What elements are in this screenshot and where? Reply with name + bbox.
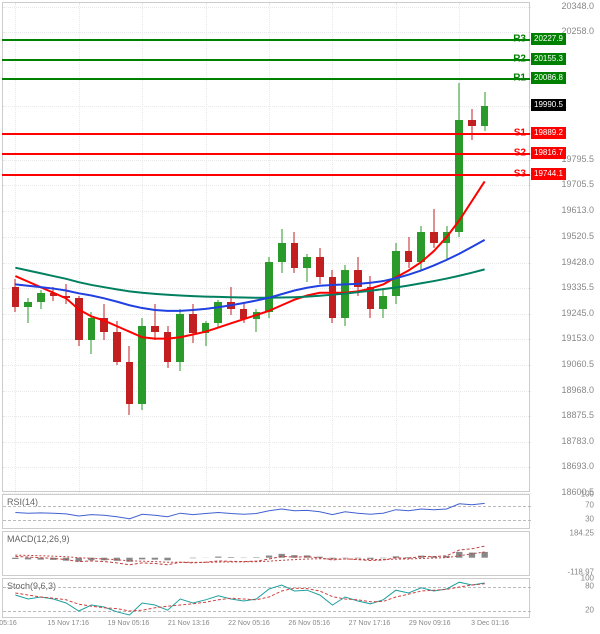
indicator-y-axis: 1008020 <box>530 578 598 618</box>
indicator-panel-rsi[interactable]: RSI(14) <box>2 494 530 529</box>
y-tick-label: 20258.0 <box>561 26 594 36</box>
indicator-panel-stoch[interactable]: Stoch(9,6,3) <box>2 578 530 618</box>
y-tick-label: 18968.0 <box>561 385 594 395</box>
y-tick-label: 19428.0 <box>561 257 594 267</box>
indicator-tick-label: 30 <box>585 514 594 523</box>
sr-price-tag-r3: 20227.9 <box>531 33 566 45</box>
sr-line-r1 <box>2 78 530 80</box>
current-price-tag: 19990.5 <box>531 99 566 111</box>
x-tick-label: 21 Nov 13:16 <box>168 620 210 627</box>
y-tick-label: 19705.5 <box>561 179 594 189</box>
y-tick-label: 18693.0 <box>561 461 594 471</box>
y-tick-label: 19520.5 <box>561 231 594 241</box>
indicator-y-axis: 184.25-118.97 <box>530 531 598 576</box>
y-tick-label: 19613.0 <box>561 205 594 215</box>
sr-label-r2: R2 <box>513 54 526 65</box>
x-axis: 05:16 15 Nov 17:16 19 Nov 05:16 21 Nov 13:1… <box>2 620 530 634</box>
sr-label-r3: R3 <box>513 34 526 45</box>
x-tick-label: 27 Nov 17:16 <box>349 620 391 627</box>
chart-root: 20348.0 20258.0 19795.5 19705.5 19613.0 19520… <box>0 0 600 634</box>
indicator-panel-macd[interactable]: MACD(12,26,9) <box>2 531 530 576</box>
sr-price-tag-s3: 19744.1 <box>531 168 566 180</box>
indicator-plot <box>3 495 531 530</box>
y-tick-label: 19335.5 <box>561 282 594 292</box>
x-tick-label: 19 Nov 05:16 <box>108 620 150 627</box>
sr-line-s3 <box>2 174 530 176</box>
ma-red <box>15 181 484 338</box>
y-tick-label: 18875.5 <box>561 410 594 420</box>
ma-green <box>15 268 484 298</box>
indicator-tick-label: 80 <box>585 582 594 591</box>
indicator-tick-label: 70 <box>585 500 594 509</box>
indicator-plot <box>3 532 531 577</box>
x-tick-label: 29 Nov 09:16 <box>409 620 451 627</box>
sr-line-s1 <box>2 133 530 135</box>
x-tick-label: 26 Nov 05:16 <box>288 620 330 627</box>
ma-blue <box>15 240 484 311</box>
sr-line-s2 <box>2 153 530 155</box>
main-price-panel[interactable] <box>2 2 530 492</box>
indicator-y-axis: 1007030 <box>530 494 598 529</box>
sr-line-r3 <box>2 39 530 41</box>
sr-label-r1: R1 <box>513 73 526 84</box>
indicator-tick-label: 184.25 <box>570 529 594 538</box>
x-tick-label: 05:16 <box>0 620 17 627</box>
y-tick-label: 19060.5 <box>561 359 594 369</box>
y-tick-label: 18783.0 <box>561 436 594 446</box>
x-tick-label: 22 Nov 05:16 <box>228 620 270 627</box>
y-tick-label: 19153.0 <box>561 333 594 343</box>
sr-line-r2 <box>2 59 530 61</box>
sr-price-tag-r1: 20086.8 <box>531 72 566 84</box>
y-tick-label: 19795.5 <box>561 154 594 164</box>
sr-label-s3: S3 <box>514 168 526 179</box>
sr-price-tag-s2: 19816.7 <box>531 147 566 159</box>
x-tick-label: 15 Nov 17:16 <box>47 620 89 627</box>
sr-price-tag-r2: 20155.3 <box>531 53 566 65</box>
sr-label-s2: S2 <box>514 148 526 159</box>
indicator-tick-label: 100 <box>581 490 594 499</box>
ma-overlay <box>3 3 531 493</box>
sr-label-s1: S1 <box>514 128 526 139</box>
sr-price-tag-s1: 19889.2 <box>531 127 566 139</box>
y-tick-label: 19245.0 <box>561 308 594 318</box>
y-tick-label: 20348.0 <box>561 1 594 11</box>
indicator-tick-label: 20 <box>585 606 594 615</box>
x-tick-label: 3 Dec 01:16 <box>471 620 509 627</box>
indicator-plot <box>3 579 531 619</box>
